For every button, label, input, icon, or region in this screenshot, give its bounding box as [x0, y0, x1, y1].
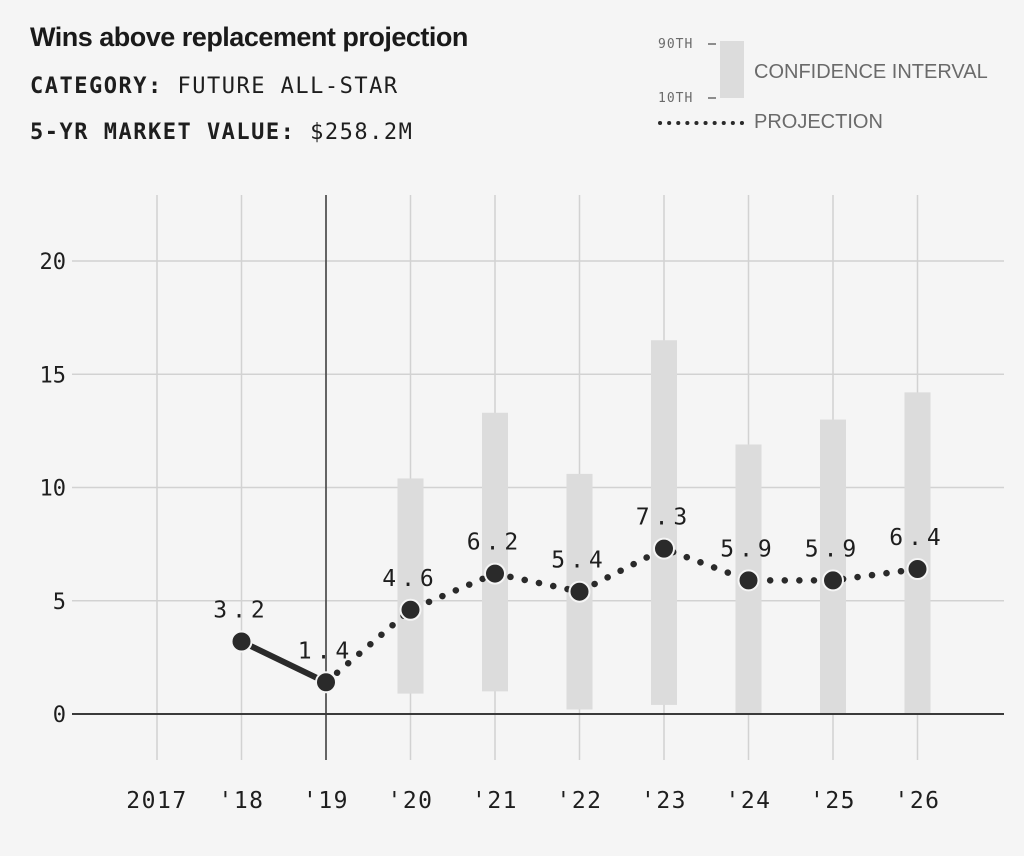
y-tick-label-20: 20: [40, 250, 67, 275]
legend-projection-label: PROJECTION: [754, 111, 883, 133]
data-point-23: [653, 537, 675, 560]
x-tick-label-2017: 2017: [126, 788, 187, 814]
market-value-line: 5-YR MARKET VALUE: $258.2M: [30, 120, 413, 145]
axes: [72, 195, 1004, 760]
gridlines: [72, 195, 1004, 760]
category-value: FUTURE ALL-STAR: [177, 74, 399, 99]
data-point-25: [822, 569, 844, 592]
confidence-band-23: [651, 340, 677, 705]
market-value-label: 5-YR MARKET VALUE:: [30, 120, 296, 145]
actual-series-line: [238, 638, 329, 686]
confidence-band-21: [482, 412, 508, 692]
legend-lower-tick-label: 10TH: [658, 91, 693, 106]
data-label-24: 5.9: [720, 536, 777, 562]
x-tick-label-18: '18: [218, 788, 264, 814]
y-tick-label-10: 10: [40, 477, 67, 502]
x-tick-label-19: '19: [303, 788, 349, 814]
chart-legend: 90TH 10TH CONFIDENCE INTERVAL PROJECTION: [658, 37, 988, 133]
confidence-band-26: [904, 392, 931, 714]
confidence-band-25: [820, 419, 846, 714]
x-tick-label-21: '21: [472, 788, 518, 814]
category-line: CATEGORY: FUTURE ALL-STAR: [30, 74, 399, 99]
data-label-21: 6.2: [467, 530, 524, 556]
data-label-18: 3.2: [213, 598, 270, 624]
data-point-19: [315, 671, 337, 694]
data-point-21: [484, 562, 506, 585]
data-label-22: 5.4: [551, 548, 608, 574]
x-tick-label-22: '22: [556, 788, 602, 814]
chart-title: Wins above replacement projection: [30, 22, 468, 52]
market-value-amount: $258.2M: [310, 120, 414, 145]
legend-interval-swatch: [720, 41, 744, 98]
y-tick-label-0: 0: [53, 703, 66, 728]
data-points: [230, 537, 929, 694]
data-label-19: 1.4: [298, 638, 355, 664]
series-lines: [238, 545, 921, 686]
data-point-24: [737, 569, 760, 592]
y-tick-label-15: 15: [40, 363, 67, 388]
confidence-band-20: [397, 478, 424, 694]
legend-interval-label: CONFIDENCE INTERVAL: [754, 61, 988, 83]
data-label-25: 5.9: [805, 536, 862, 562]
x-tick-label-24: '24: [725, 788, 771, 814]
projection-series-line: [322, 545, 921, 686]
data-point-18: [230, 630, 253, 653]
data-point-22: [568, 580, 591, 603]
x-tick-label-20: '20: [387, 788, 433, 814]
data-point-26: [906, 558, 929, 581]
data-label-20: 4.6: [382, 566, 439, 592]
data-labels: 3.2 1.4 4.6 6.2 5.4 7.3 5.9 5.9 6.4: [213, 505, 946, 665]
x-tick-label-23: '23: [641, 788, 687, 814]
data-label-26: 6.4: [889, 525, 946, 551]
data-point-20: [399, 598, 422, 621]
data-label-23: 7.3: [636, 505, 693, 531]
x-tick-label-25: '25: [810, 788, 856, 814]
tick-labels: 0 5 10 15 20 2017 '18 '19 '20 '21 '22 '23 '24 '25 '26: [40, 250, 940, 814]
category-label: CATEGORY:: [30, 74, 163, 99]
x-tick-label-26: '26: [894, 788, 940, 814]
legend-upper-tick-label: 90TH: [658, 37, 693, 52]
y-tick-label-5: 5: [53, 590, 66, 615]
